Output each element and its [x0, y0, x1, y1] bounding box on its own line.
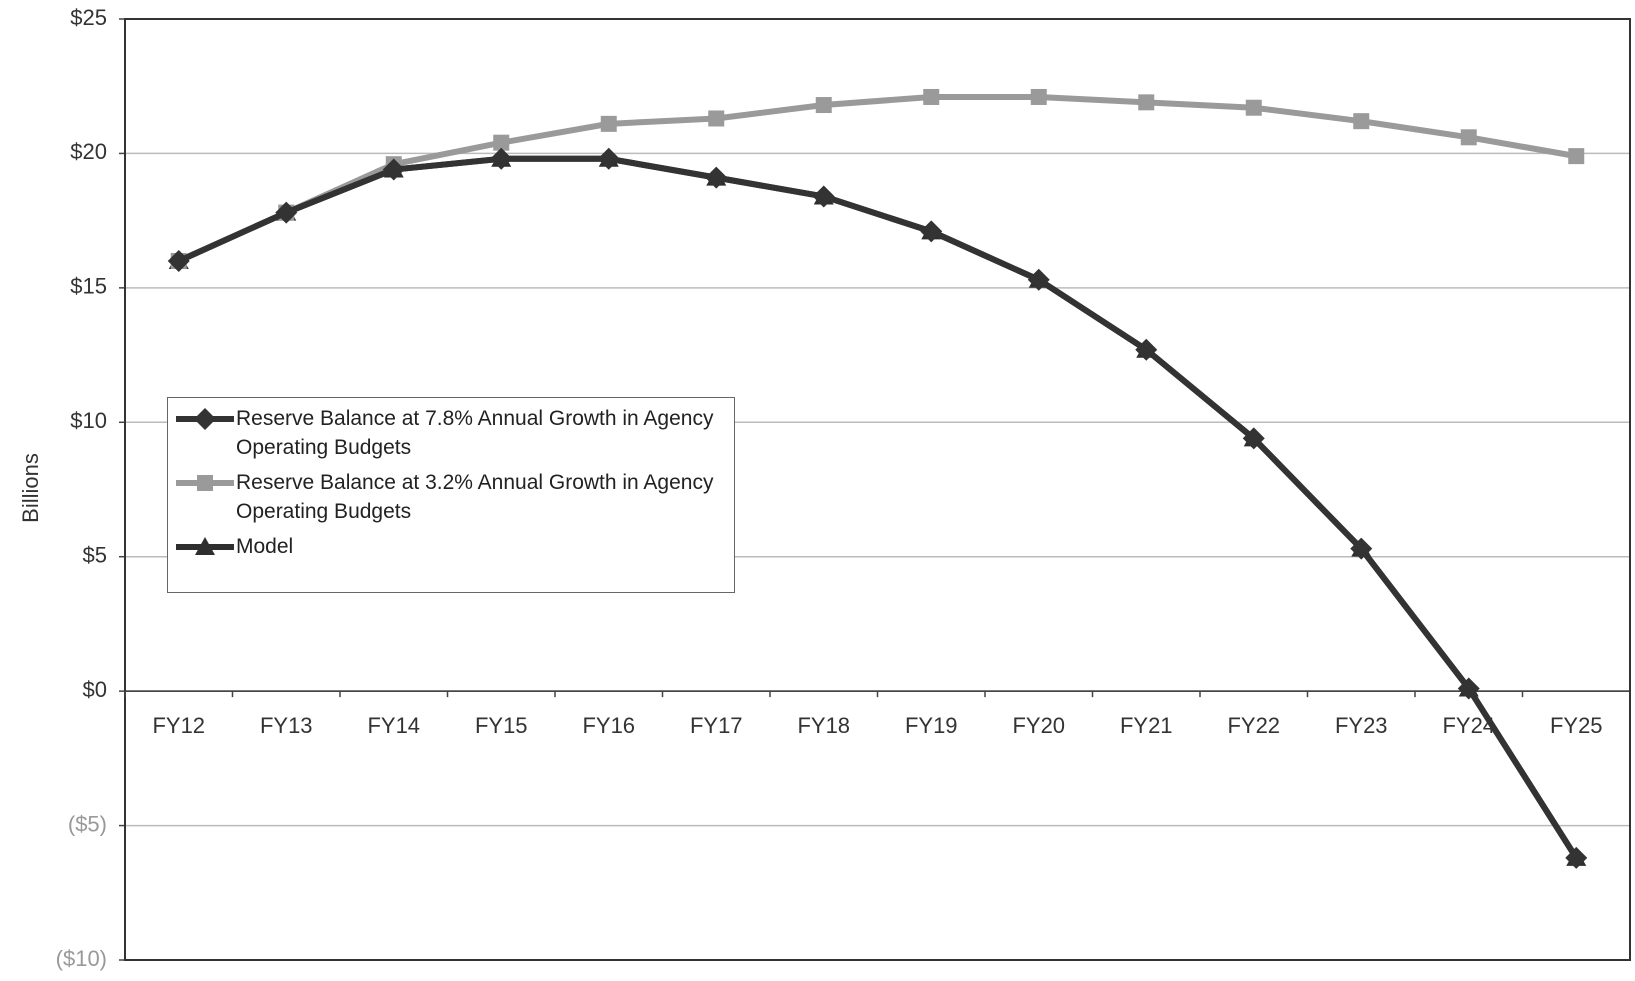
marker: [1460, 129, 1477, 146]
legend-swatch: [176, 475, 234, 491]
x-tick-label: FY16: [582, 713, 635, 738]
marker: [275, 201, 298, 224]
marker: [197, 475, 213, 491]
legend-entry: Reserve Balance at 7.8% Annual Growth in…: [174, 404, 728, 462]
y-tick-label: ($5): [68, 811, 107, 836]
legend-entry: Model: [174, 532, 728, 561]
x-tick-label: FY20: [1012, 713, 1065, 738]
marker: [705, 166, 728, 189]
marker: [1027, 268, 1050, 291]
legend-swatch: [176, 537, 234, 555]
legend-label: Model: [236, 535, 294, 558]
y-tick-label: ($10): [56, 946, 107, 971]
series-line: [177, 93, 1577, 264]
marker: [1135, 338, 1158, 361]
x-tick-label: FY23: [1335, 713, 1388, 738]
legend-entry: Reserve Balance at 3.2% Annual Growth in…: [174, 468, 728, 526]
marker: [1245, 99, 1262, 116]
marker: [1030, 88, 1047, 105]
x-tick-label: FY15: [475, 713, 528, 738]
x-tick-label: FY19: [905, 713, 958, 738]
x-tick-label: FY14: [367, 713, 420, 738]
marker: [382, 158, 405, 181]
marker: [600, 115, 617, 132]
marker: [1568, 148, 1585, 165]
y-tick-label: $5: [83, 543, 107, 568]
y-tick-label: $15: [70, 274, 107, 299]
x-tick-label: FY12: [152, 713, 205, 738]
marker: [194, 408, 216, 430]
y-tick-label: $25: [70, 5, 107, 30]
y-axis-label: Billions: [18, 453, 43, 523]
marker: [920, 220, 943, 243]
marker: [812, 185, 835, 208]
marker: [1350, 537, 1373, 560]
legend-swatch: [176, 408, 234, 430]
legend-label: Reserve Balance at 3.2% Annual Growth in…: [236, 471, 714, 523]
marker: [195, 537, 215, 555]
legend-label: Reserve Balance at 7.8% Annual Growth in…: [236, 407, 714, 459]
x-tick-label: FY21: [1120, 713, 1173, 738]
marker: [923, 88, 940, 105]
plot-frame: [124, 18, 1631, 961]
x-tick-label: FY13: [260, 713, 313, 738]
y-tick-label: $0: [83, 677, 107, 702]
x-tick-label: FY25: [1550, 713, 1603, 738]
legend: Reserve Balance at 7.8% Annual Growth in…: [167, 397, 735, 593]
series-line: [177, 155, 1579, 860]
marker: [1565, 846, 1588, 869]
x-tick-label: FY18: [797, 713, 850, 738]
marker: [708, 110, 725, 127]
marker: [1242, 427, 1265, 450]
marker: [167, 249, 190, 272]
marker: [597, 147, 620, 170]
marker: [1138, 94, 1155, 111]
y-tick-label: $10: [70, 408, 107, 433]
marker: [1457, 677, 1480, 700]
marker: [490, 147, 513, 170]
y-tick-label: $20: [70, 139, 107, 164]
x-tick-label: FY17: [690, 713, 743, 738]
marker: [1353, 113, 1370, 130]
marker: [493, 134, 510, 151]
x-tick-label: FY22: [1227, 713, 1280, 738]
marker: [815, 97, 832, 114]
